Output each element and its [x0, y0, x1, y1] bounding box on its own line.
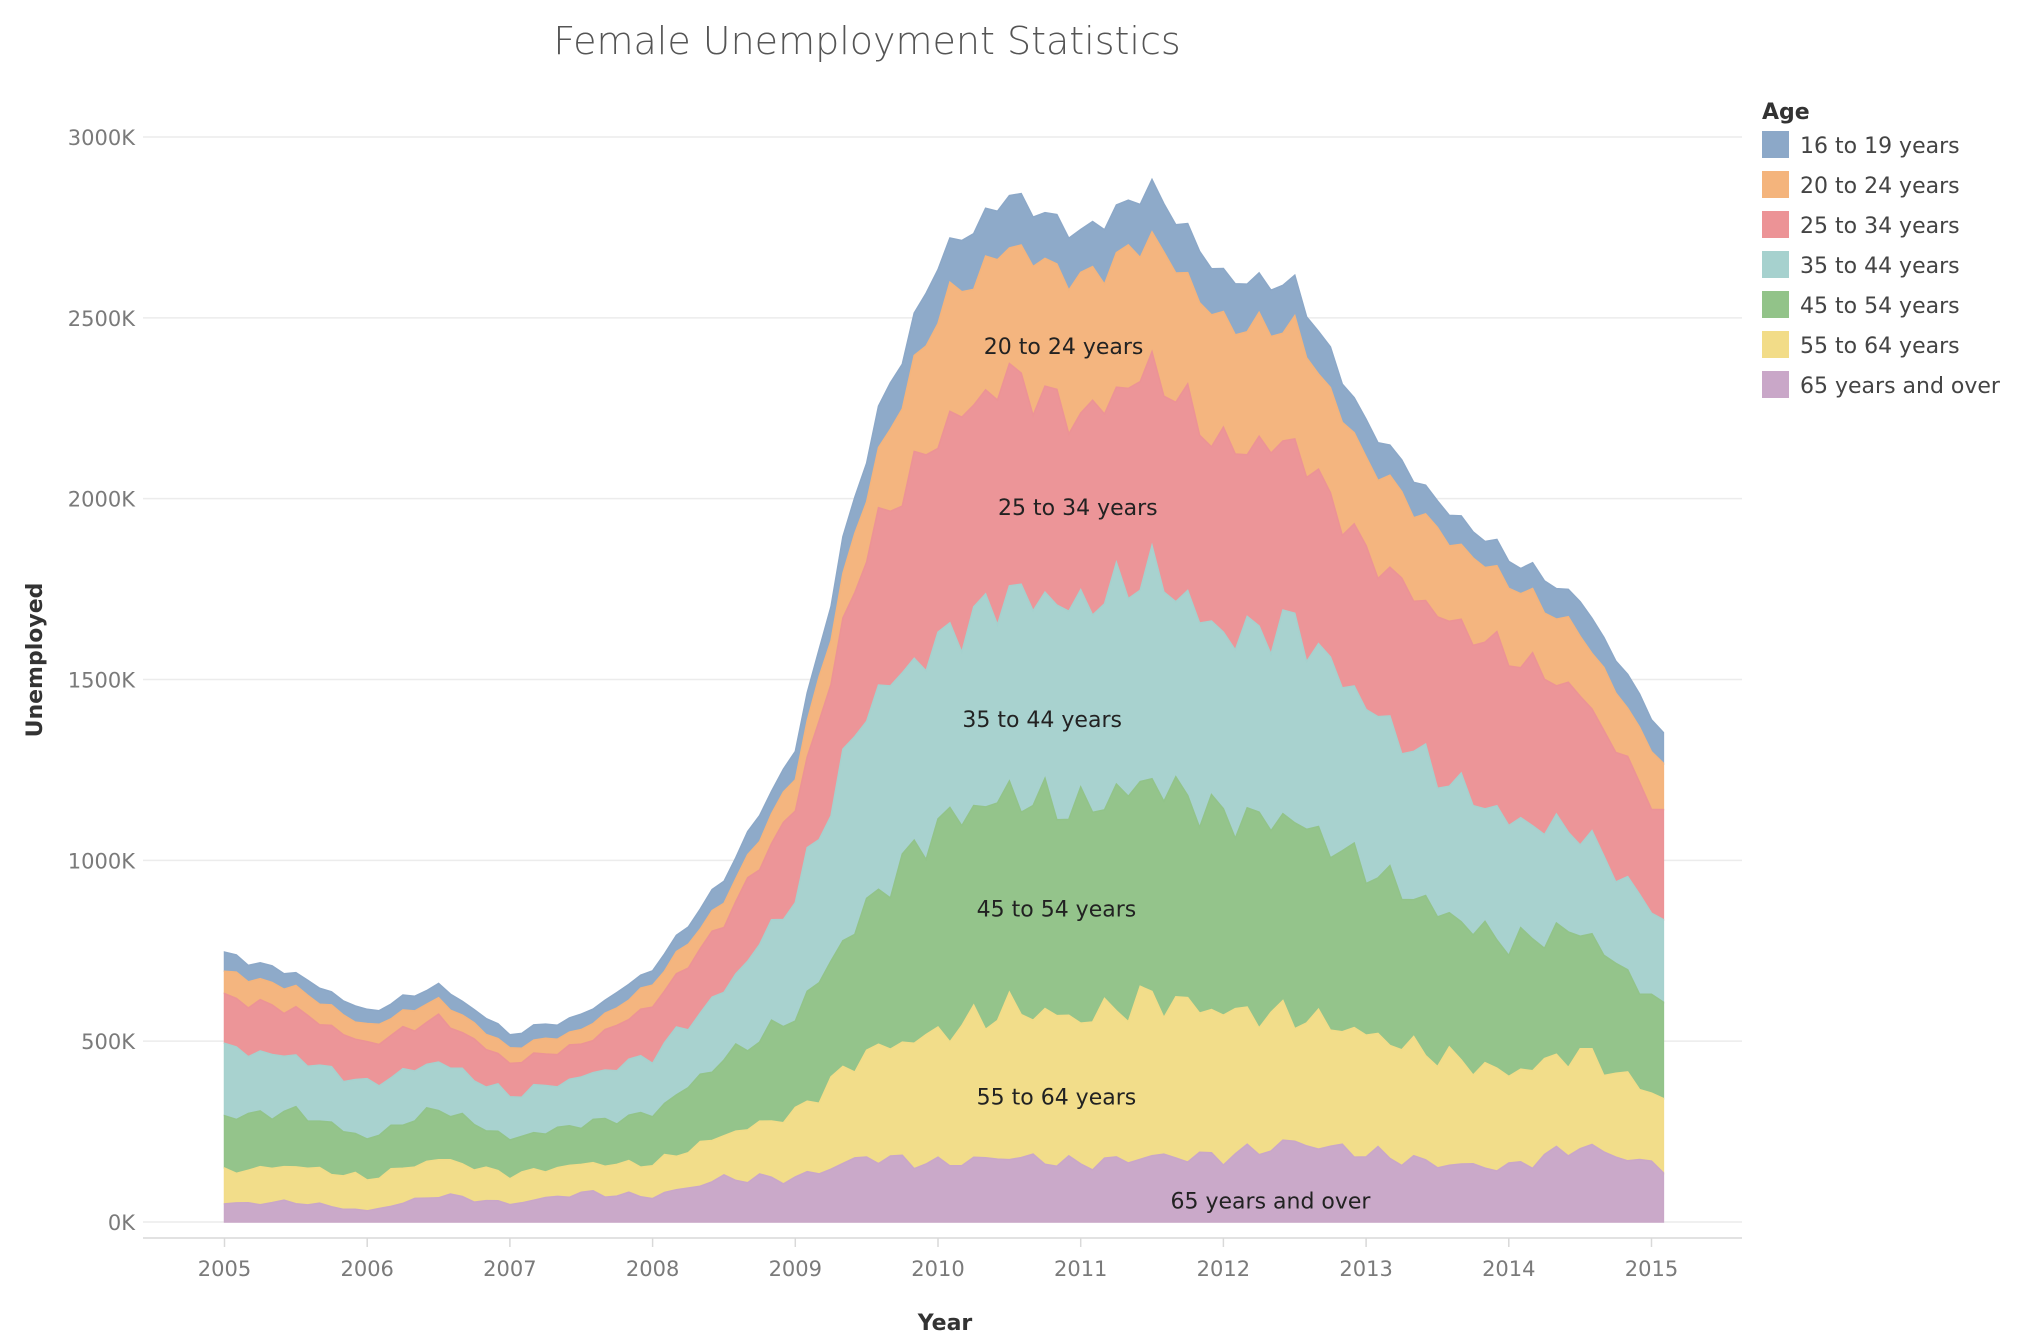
stacked-areas: [223, 177, 1665, 1223]
y-axis-ticks: 0K 500K 1000K 1500K 2000K 2500K 3000K: [68, 126, 136, 1235]
x-tick-label: 2006: [340, 1257, 393, 1281]
legend-label: 45 to 54 years: [1800, 294, 1960, 319]
area-series-65-years-and-over: [223, 1139, 1665, 1223]
legend-label: 16 to 19 years: [1800, 134, 1960, 159]
area-annotation: 55 to 64 years: [977, 1085, 1137, 1110]
area-annotation: 35 to 44 years: [962, 708, 1122, 733]
x-tick-label: 2014: [1482, 1257, 1535, 1281]
legend: Age 16 to 19 years 20 to 24 years 25 to 34…: [1762, 100, 2001, 399]
area-annotations: 20 to 24 years 25 to 34 years 35 to 44 yea…: [962, 335, 1371, 1214]
x-tick-label: 2012: [1197, 1257, 1250, 1281]
x-axis-ticks: 2005 2006 2007 2008 2009 2010 2011 2012 2013 2014…: [198, 1238, 1678, 1281]
y-tick-label: 2000K: [68, 488, 136, 512]
area-annotation: 25 to 34 years: [998, 496, 1158, 521]
legend-title: Age: [1762, 100, 1810, 125]
x-tick-label: 2011: [1054, 1257, 1107, 1281]
x-axis-title: Year: [917, 1311, 973, 1336]
legend-label: 65 years and over: [1800, 374, 2001, 399]
legend-swatch: [1762, 171, 1789, 198]
legend-swatch: [1762, 251, 1789, 278]
legend-swatch: [1762, 371, 1789, 398]
y-tick-label: 2500K: [68, 307, 136, 331]
y-tick-label: 1500K: [68, 669, 136, 693]
y-tick-label: 500K: [81, 1030, 136, 1054]
area-annotation: 45 to 54 years: [977, 897, 1137, 922]
x-tick-label: 2005: [198, 1257, 251, 1281]
x-tick-label: 2008: [626, 1257, 679, 1281]
x-tick-label: 2009: [769, 1257, 822, 1281]
y-tick-label: 1000K: [68, 849, 136, 873]
legend-label: 35 to 44 years: [1800, 254, 1960, 279]
x-tick-label: 2015: [1625, 1257, 1678, 1281]
chart-title: Female Unemployment Statistics: [553, 19, 1180, 63]
y-axis-title: Unemployed: [23, 583, 48, 738]
x-tick-label: 2013: [1339, 1257, 1392, 1281]
y-tick-label: 3000K: [68, 126, 136, 150]
x-tick-label: 2010: [911, 1257, 964, 1281]
legend-label: 25 to 34 years: [1800, 214, 1960, 239]
area-annotation: 20 to 24 years: [984, 335, 1144, 360]
legend-swatch: [1762, 211, 1789, 238]
legend-label: 20 to 24 years: [1800, 174, 1960, 199]
legend-swatch: [1762, 331, 1789, 358]
legend-swatch: [1762, 131, 1789, 158]
x-tick-label: 2007: [483, 1257, 536, 1281]
legend-label: 55 to 64 years: [1800, 334, 1960, 359]
legend-swatch: [1762, 291, 1789, 318]
area-annotation: 65 years and over: [1171, 1189, 1372, 1214]
y-tick-label: 0K: [108, 1211, 136, 1235]
